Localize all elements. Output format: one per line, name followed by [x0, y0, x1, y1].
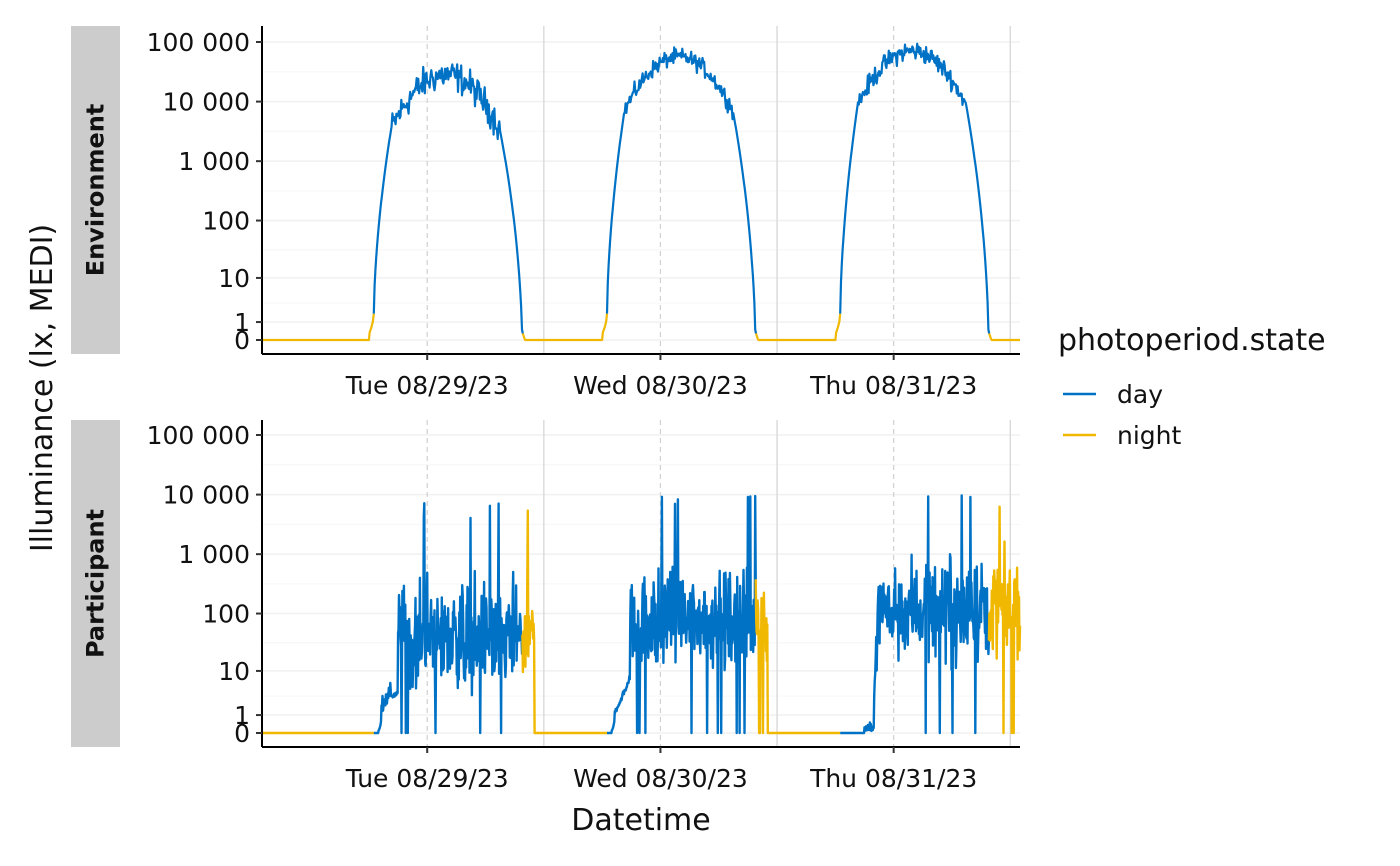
y-tick-label-environment-2: 10 — [218, 264, 250, 293]
legend-label-night: night — [1117, 421, 1182, 450]
y-tick-label-participant-1: 1 — [234, 701, 250, 730]
x-tick-label-environment-2: Thu 08/31/23 — [809, 371, 977, 400]
series-participant-night-4 — [754, 579, 841, 735]
y-tick-label-participant-2: 10 — [218, 657, 250, 686]
strip-environment — [71, 26, 120, 354]
y-tick-label-participant-4: 1 000 — [178, 540, 250, 569]
series-environment-night-6 — [988, 333, 1021, 342]
series-participant-night-2 — [521, 509, 608, 735]
y-tick-label-environment-3: 100 — [202, 207, 250, 236]
strip-label-participant: Participant — [82, 509, 110, 658]
series-environment-night-4 — [754, 313, 842, 342]
y-tick-label-environment-1: 1 — [234, 308, 250, 337]
x-tick-label-participant-0: Tue 08/29/23 — [345, 764, 509, 793]
series-environment-day-1 — [372, 63, 524, 334]
strip-participant — [71, 420, 120, 747]
x-tick-label-environment-0: Tue 08/29/23 — [345, 371, 509, 400]
series-layer — [261, 42, 1022, 735]
x-tick-label-participant-1: Wed 08/30/23 — [573, 764, 748, 793]
series-environment-night-2 — [521, 313, 609, 342]
y-tick-label-environment-0: 0 — [234, 326, 250, 355]
strip-label-environment: Environment — [82, 104, 110, 277]
y-tick-label-participant-3: 100 — [202, 600, 250, 629]
series-participant-day-5 — [839, 494, 991, 735]
y-tick-label-participant-0: 0 — [234, 719, 250, 748]
series-environment-night-0 — [261, 313, 375, 342]
grid-layer: Environment Participant — [71, 26, 1020, 747]
x-tick-label-participant-2: Thu 08/31/23 — [809, 764, 977, 793]
y-tick-label-environment-4: 1 000 — [178, 147, 250, 176]
series-environment-day-5 — [839, 42, 991, 334]
series-participant-day-1 — [373, 502, 524, 735]
y-tick-label-environment-5: 10 000 — [163, 88, 250, 117]
series-participant-night-6 — [987, 505, 1022, 735]
legend: photoperiod.state day night — [1058, 323, 1326, 450]
y-tick-label-participant-5: 10 000 — [163, 481, 250, 510]
x-tick-label-environment-1: Wed 08/30/23 — [573, 371, 748, 400]
y-tick-label-environment-6: 100 000 — [147, 28, 250, 57]
legend-title: photoperiod.state — [1058, 323, 1326, 358]
legend-label-day: day — [1117, 380, 1163, 409]
x-axis-title: Datetime — [571, 803, 710, 838]
y-axis-title: Illuminance (lx, MEDI) — [25, 224, 60, 552]
series-participant-day-3 — [606, 494, 757, 735]
y-tick-label-participant-6: 100 000 — [147, 421, 250, 450]
series-environment-day-3 — [605, 46, 758, 334]
